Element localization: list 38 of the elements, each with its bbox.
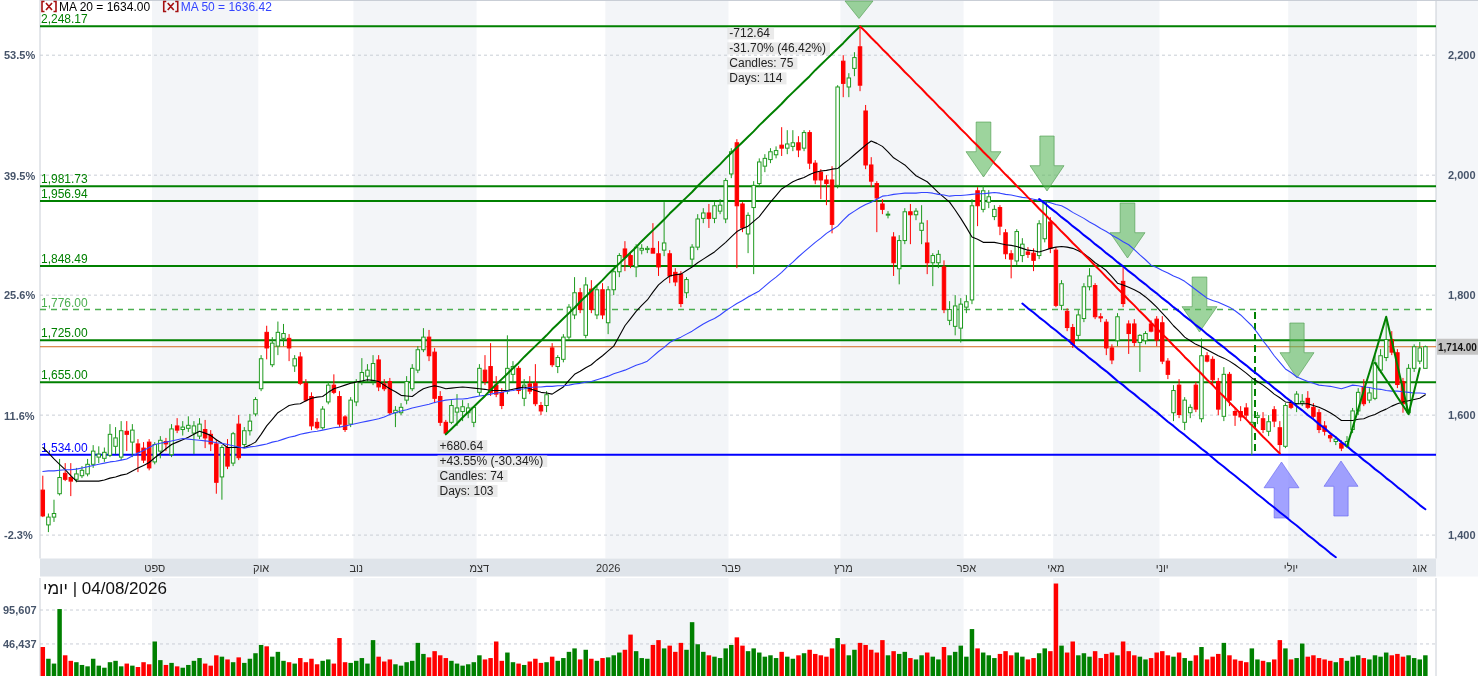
text: MA 50 = 1636.42 <box>180 0 273 14</box>
y2-tick-label: 11.6% <box>4 409 35 422</box>
x-tick-label: מרץ <box>833 561 853 574</box>
ref-line-label: 1,776.00 <box>41 295 89 310</box>
ref-line-label: 1,956.94 <box>41 187 89 201</box>
x-tick-label: 2026 <box>595 561 621 574</box>
x-tick-label: יולי <box>1283 561 1299 574</box>
ref-line-label: 1,714.00 <box>1438 341 1478 353</box>
ref-line-label: 1,534.00 <box>41 440 89 455</box>
y2-tick-label: 53.5% <box>4 49 36 62</box>
text: MA 20 = 1634.00 <box>59 0 151 14</box>
y-tick-label: 1,600 <box>1448 409 1476 422</box>
ref-line-label: 1,725.00 <box>41 326 89 341</box>
y-tick-label: 1,400 <box>1448 529 1476 542</box>
y-tick-label: 46,437 <box>3 637 37 650</box>
x-tick-label: אוק <box>252 561 270 574</box>
y-tick-label: 1,800 <box>1448 289 1476 302</box>
annotation: +680.64 +43.55% (-30.34%) Candles: 74 Days: 103 <box>439 439 544 498</box>
ref-line-label: 1,655.00 <box>41 368 89 383</box>
x-tick-label: נוב <box>349 561 364 574</box>
annotation: -712.64 -31.70% (46.42%) Candles: 75 Days: 114 <box>729 26 827 86</box>
x-tick-label: פבר <box>721 561 742 574</box>
x-tick-label: יוני <box>1155 561 1169 574</box>
ref-line-label: 1,981.73 <box>41 172 89 187</box>
chart-title: 04/08/2026 | יומי <box>43 579 167 598</box>
ref-line-label: 1,848.49 <box>41 252 89 267</box>
y-tick-label: 2,000 <box>1448 169 1476 182</box>
ref-line-label: 2,248.17 <box>41 12 89 27</box>
y2-tick-label: 39.5% <box>4 169 36 182</box>
x-tick-label: אפר <box>956 561 977 574</box>
x-tick-label: מאי <box>1047 561 1065 574</box>
x-tick-label: אוג <box>1412 561 1428 574</box>
y-tick-label: 2,200 <box>1448 49 1476 62</box>
x-tick-label: ספט <box>144 561 166 574</box>
y2-tick-label: -2.3% <box>4 529 33 542</box>
x-tick-label: דצמ <box>469 561 490 574</box>
y-tick-label: 95,607 <box>3 604 37 617</box>
y2-tick-label: 25.6% <box>4 289 36 302</box>
